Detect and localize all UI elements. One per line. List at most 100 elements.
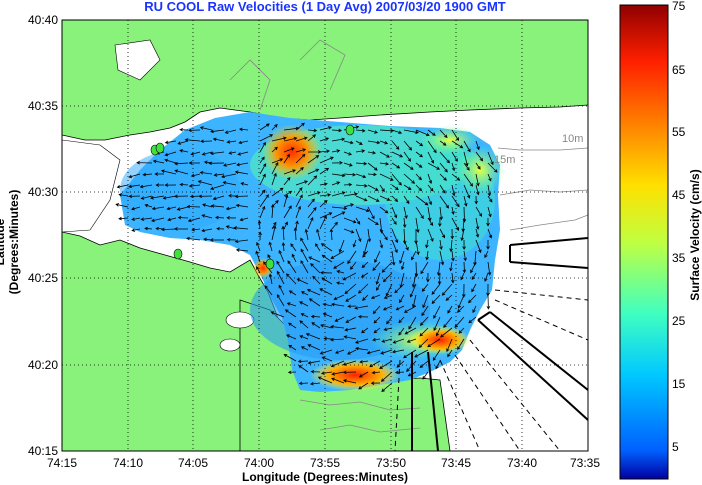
velocity-arrow (233, 226, 249, 230)
velocity-arrow (215, 215, 225, 220)
velocity-arrow (436, 261, 441, 277)
velocity-arrow (355, 195, 368, 202)
velocity-arrow (199, 171, 213, 175)
velocity-arrow (450, 228, 455, 240)
velocity-arrow (415, 184, 423, 192)
colorbar-tick: 45 (672, 188, 686, 202)
velocity-arrow (176, 206, 189, 211)
velocity-arrow (399, 294, 405, 304)
velocity-arrow (307, 360, 321, 365)
velocity-arrow (367, 129, 378, 134)
velocity-arrow (288, 344, 297, 351)
velocity-arrow (449, 239, 453, 253)
velocity-arrow (439, 184, 446, 194)
velocity-arrow (235, 203, 249, 208)
velocity-arrow (391, 349, 405, 354)
velocity-arrow (331, 173, 346, 178)
velocity-arrow (486, 240, 490, 250)
velocity-arrow (367, 206, 375, 220)
velocity-arrow (458, 327, 465, 334)
velocity-arrow (331, 221, 338, 230)
velocity-arrow (471, 283, 477, 293)
velocity-arrow (394, 283, 405, 294)
velocity-arrow (276, 294, 285, 307)
velocity-arrow (259, 189, 266, 197)
velocity-arrow (343, 335, 357, 340)
velocity-arrow (475, 206, 483, 217)
velocity-arrow (450, 272, 455, 284)
velocity-arrow (164, 140, 177, 145)
velocity-arrow (160, 169, 177, 175)
velocity-arrow (128, 194, 141, 199)
velocity-arrow (427, 173, 433, 184)
velocity-arrow (308, 256, 321, 263)
velocity-arrow (366, 349, 381, 355)
velocity-arrow (403, 305, 417, 313)
velocity-arrow (210, 129, 225, 134)
velocity-arrow (487, 195, 493, 203)
velocity-arrow (347, 250, 357, 265)
velocity-arrow (367, 184, 379, 191)
xtick: 74:10 (112, 456, 144, 470)
velocity-arrow (307, 207, 317, 219)
velocity-arrow (209, 151, 225, 156)
xtick: 73:45 (440, 456, 472, 470)
velocity-arrow (391, 195, 399, 202)
velocity-arrow (352, 239, 357, 248)
velocity-arrow (447, 349, 453, 358)
velocity-arrow (259, 156, 265, 164)
velocity-arrow (439, 228, 445, 239)
velocity-arrow (463, 184, 471, 199)
velocity-arrow (441, 283, 453, 296)
velocity-arrow (381, 338, 393, 343)
velocity-arrow (290, 243, 297, 252)
velocity-arrow (451, 250, 455, 262)
velocity-arrow (487, 151, 494, 166)
velocity-arrow (298, 381, 309, 386)
velocity-arrow (463, 151, 469, 167)
velocity-arrow (295, 153, 306, 164)
velocity-arrow (128, 184, 141, 189)
velocity-arrow (264, 285, 273, 296)
velocity-arrow (283, 169, 296, 175)
velocity-arrow (445, 294, 453, 301)
velocity-arrow (276, 260, 285, 274)
velocity-arrow (355, 228, 362, 243)
velocity-arrow (425, 239, 429, 249)
velocity-arrow (197, 180, 213, 186)
velocity-arrow (463, 250, 467, 262)
velocity-arrow (307, 134, 317, 142)
velocity-arrow (472, 305, 477, 314)
velocity-arrow (411, 250, 417, 261)
velocity-arrow (349, 261, 357, 270)
velocity-arrow (379, 151, 390, 158)
velocity-arrow (391, 217, 397, 225)
velocity-arrow (271, 161, 279, 175)
velocity-arrow (319, 288, 333, 296)
velocity-arrow (379, 128, 394, 133)
velocity-arrow (404, 327, 417, 335)
velocity-arrow (487, 162, 498, 173)
velocity-arrow (226, 216, 237, 220)
velocity-arrow (403, 239, 409, 251)
velocity-arrow (460, 228, 465, 242)
velocity-arrow (164, 151, 177, 157)
colorbar-tick: 35 (672, 251, 686, 265)
velocity-arrow (210, 204, 225, 208)
velocity-arrow (425, 250, 429, 261)
velocity-arrow (379, 206, 389, 214)
velocity-arrow (463, 162, 470, 171)
velocity-arrow (187, 217, 201, 223)
velocity-arrow (179, 128, 189, 132)
velocity-arrow (308, 298, 321, 307)
ytick: 40:25 (27, 271, 58, 285)
velocity-arrow (419, 327, 429, 337)
velocity-arrow (407, 371, 417, 377)
velocity-arrow (403, 162, 414, 170)
velocity-arrow (449, 261, 453, 272)
velocity-arrow (331, 377, 345, 384)
velocity-arrow (295, 194, 303, 208)
velocity-arrow (372, 337, 381, 342)
velocity-arrow (403, 129, 419, 134)
velocity-arrow (283, 205, 292, 219)
